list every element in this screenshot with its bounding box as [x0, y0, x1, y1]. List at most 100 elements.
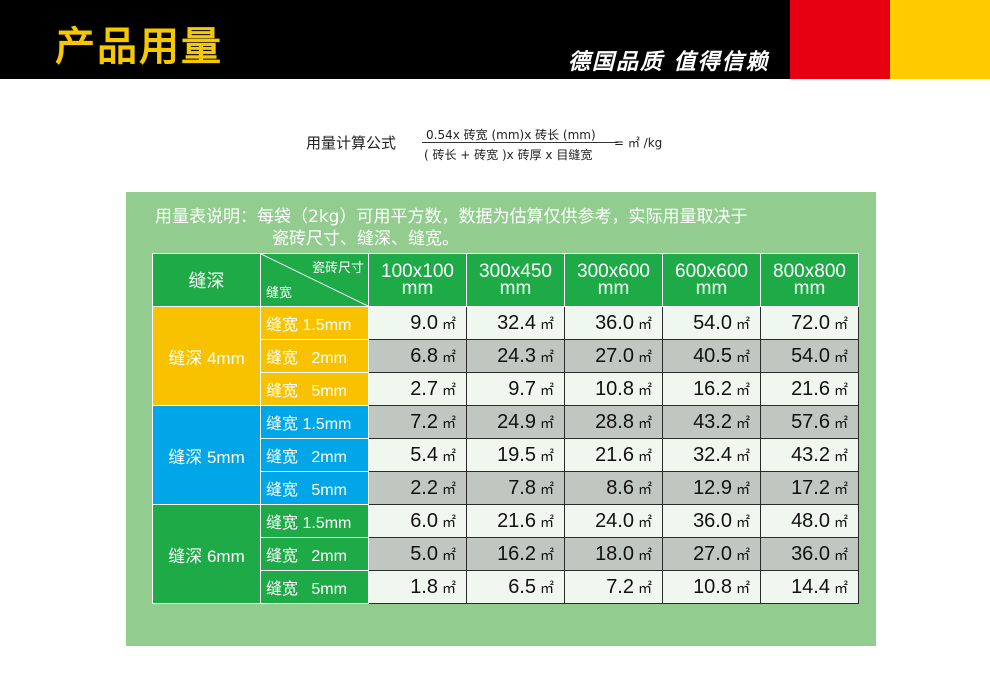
square-meter-unit: ㎡ — [638, 513, 652, 530]
usage-value-cell: 19.5 ㎡ — [466, 438, 565, 472]
usage-value: 21.6 — [791, 377, 830, 400]
usage-value-cell: 21.6 ㎡ — [760, 372, 859, 406]
brand-slogan: 德国品质 值得信赖 — [568, 49, 770, 75]
usage-value: 27.0 — [693, 542, 732, 565]
usage-value: 8.6 — [606, 476, 634, 499]
usage-value: 2.7 — [410, 377, 438, 400]
fraction-line — [422, 142, 618, 143]
square-meter-unit: ㎡ — [540, 348, 554, 365]
square-meter-unit: ㎡ — [638, 447, 652, 464]
usage-value-cell: 27.0 ㎡ — [662, 537, 761, 571]
square-meter-unit: ㎡ — [442, 546, 456, 563]
usage-value-cell: 21.6 ㎡ — [466, 504, 565, 538]
usage-value: 43.2 — [693, 410, 732, 433]
table-row: 缝深 5mm 缝宽 1.5mm 7.2 ㎡ 24.9 ㎡ 28.8 ㎡ 43.2 ㎡ 57.6 ㎡ — [152, 405, 859, 505]
square-meter-unit: ㎡ — [638, 381, 652, 398]
usage-value-cell: 12.9 ㎡ — [662, 471, 761, 505]
usage-value-cell: 18.0 ㎡ — [564, 537, 663, 571]
square-meter-unit: ㎡ — [638, 315, 652, 332]
square-meter-unit: ㎡ — [834, 546, 848, 563]
usage-value-cell: 6.8 ㎡ — [368, 339, 467, 373]
usage-value-cell: 5.4 ㎡ — [368, 438, 467, 472]
usage-value: 5.0 — [410, 542, 438, 565]
table-header-row: 缝深 瓷砖尺寸 缝宽 100x100 mm 300x450 mm 300x600 mm… — [152, 253, 859, 307]
size-header: 300x600 mm — [564, 253, 663, 307]
formula-numerator: 0.54x 砖宽 (mm)x 砖长 (mm) — [426, 128, 596, 142]
joint-depth-cell: 缝深 5mm — [152, 405, 261, 505]
size-header: 800x800 mm — [760, 253, 859, 307]
joint-width-cell: 缝宽 1.5mm — [260, 504, 369, 538]
usage-value: 2.2 — [410, 476, 438, 499]
joint-width-cell: 缝宽 2mm — [260, 339, 369, 373]
usage-value: 16.2 — [693, 377, 732, 400]
usage-value-cell: 36.0 ㎡ — [564, 306, 663, 340]
usage-note-line1: 用量表说明：每袋（2kg）可用平方数，数据为估算仅供参考，实际用量取决于 — [155, 207, 748, 227]
usage-value: 18.0 — [595, 542, 634, 565]
usage-value-cell: 2.7 ㎡ — [368, 372, 467, 406]
usage-value-cell: 14.4 ㎡ — [760, 570, 859, 604]
square-meter-unit: ㎡ — [540, 546, 554, 563]
table-row: 缝宽 2mm 5.0 ㎡ 16.2 ㎡ 18.0 ㎡ 27.0 ㎡ 36.0 ㎡ — [153, 537, 859, 571]
usage-value: 16.2 — [497, 542, 536, 565]
usage-value-cell: 72.0 ㎡ — [760, 306, 859, 340]
square-meter-unit: ㎡ — [638, 348, 652, 365]
usage-value-cell: 5.0 ㎡ — [368, 537, 467, 571]
square-meter-unit: ㎡ — [638, 480, 652, 497]
usage-value: 43.2 — [791, 443, 830, 466]
square-meter-unit: ㎡ — [442, 447, 456, 464]
usage-value: 32.4 — [693, 443, 732, 466]
usage-value: 21.6 — [595, 443, 634, 466]
usage-value-cell: 54.0 ㎡ — [760, 339, 859, 373]
usage-value: 7.2 — [410, 410, 438, 433]
depth-header: 缝深 — [152, 253, 261, 307]
joint-width-cell: 缝宽 1.5mm — [260, 405, 369, 439]
diagonal-header-joint-width: 缝宽 — [266, 285, 293, 300]
diagonal-line — [261, 254, 368, 306]
usage-value: 7.8 — [508, 476, 536, 499]
usage-value-cell: 7.2 ㎡ — [368, 405, 467, 439]
page-title: 产品用量 — [55, 24, 223, 70]
square-meter-unit: ㎡ — [638, 579, 652, 596]
usage-value-cell: 48.0 ㎡ — [760, 504, 859, 538]
usage-value: 72.0 — [791, 311, 830, 334]
usage-value: 17.2 — [791, 476, 830, 499]
usage-value-cell: 8.6 ㎡ — [564, 471, 663, 505]
usage-value-cell: 24.3 ㎡ — [466, 339, 565, 373]
table-row: 缝宽 2mm 6.8 ㎡ 24.3 ㎡ 27.0 ㎡ 40.5 ㎡ 54.0 ㎡ — [153, 339, 859, 373]
usage-value: 21.6 — [497, 509, 536, 532]
size-header: 600x600 mm — [662, 253, 761, 307]
usage-value-cell: 54.0 ㎡ — [662, 306, 761, 340]
square-meter-unit: ㎡ — [736, 546, 750, 563]
usage-value-cell: 28.8 ㎡ — [564, 405, 663, 439]
square-meter-unit: ㎡ — [834, 480, 848, 497]
square-meter-unit: ㎡ — [834, 414, 848, 431]
usage-value-cell: 7.8 ㎡ — [466, 471, 565, 505]
usage-value-cell: 6.5 ㎡ — [466, 570, 565, 604]
square-meter-unit: ㎡ — [442, 414, 456, 431]
usage-value: 24.0 — [595, 509, 634, 532]
usage-value-cell: 6.0 ㎡ — [368, 504, 467, 538]
diagonal-header: 瓷砖尺寸 缝宽 — [260, 253, 369, 307]
usage-value-cell: 43.2 ㎡ — [760, 438, 859, 472]
square-meter-unit: ㎡ — [540, 579, 554, 596]
joint-width-cell: 缝宽 2mm — [260, 537, 369, 571]
usage-value-cell: 32.4 ㎡ — [466, 306, 565, 340]
usage-value-cell: 7.2 ㎡ — [564, 570, 663, 604]
square-meter-unit: ㎡ — [834, 315, 848, 332]
usage-value: 54.0 — [693, 311, 732, 334]
usage-value: 9.7 — [508, 377, 536, 400]
flag-yellow-stripe — [890, 0, 990, 79]
usage-value: 10.8 — [595, 377, 634, 400]
usage-value: 10.8 — [693, 575, 732, 598]
square-meter-unit: ㎡ — [736, 414, 750, 431]
square-meter-unit: ㎡ — [736, 381, 750, 398]
square-meter-unit: ㎡ — [736, 348, 750, 365]
joint-width-cell: 缝宽 5mm — [260, 372, 369, 406]
usage-value-cell: 17.2 ㎡ — [760, 471, 859, 505]
square-meter-unit: ㎡ — [834, 348, 848, 365]
square-meter-unit: ㎡ — [540, 447, 554, 464]
usage-value: 36.0 — [791, 542, 830, 565]
square-meter-unit: ㎡ — [834, 513, 848, 530]
usage-value: 36.0 — [595, 311, 634, 334]
diagonal-header-tile-size: 瓷砖尺寸 — [311, 260, 364, 275]
